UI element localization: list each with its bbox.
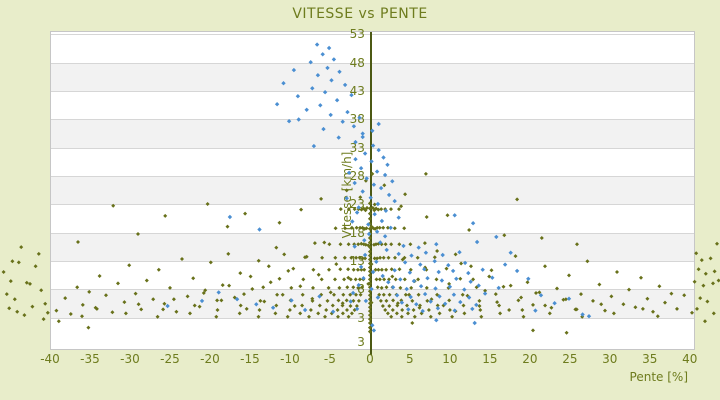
plot-area: 3 8 13 18 23 28 33 38 43 48 53 3 [50, 27, 695, 355]
gridline [51, 176, 694, 178]
chart-title: VITESSE vs PENTE [292, 6, 428, 22]
gridline [51, 261, 694, 263]
y-tick-label: 48 [349, 55, 365, 70]
x-tick-label: -35 [80, 352, 100, 366]
y-axis-line [369, 32, 372, 355]
y-tick-label: 3 [357, 310, 365, 325]
x-tick-label: -25 [160, 352, 180, 366]
gridline [51, 34, 694, 36]
x-tick-label: 30 [602, 352, 618, 366]
gridline [51, 90, 694, 92]
x-tick-label: -15 [240, 352, 260, 366]
x-tick-label: -10 [280, 352, 300, 366]
gridline [51, 204, 694, 206]
x-tick-label: 10 [442, 352, 458, 366]
plot-band [51, 62, 694, 91]
x-tick-label: 35 [642, 352, 658, 366]
x-tick-label: 20 [522, 352, 538, 366]
x-tick-label: -30 [120, 352, 140, 366]
x-tick-label: -5 [323, 352, 336, 366]
x-tick-label: 15 [482, 352, 498, 366]
y-tick-label: 38 [349, 112, 365, 127]
y-tick-label: 13 [349, 254, 365, 269]
x-axis-title: Pente [%] [629, 370, 688, 384]
x-tick-label: 40 [682, 352, 698, 366]
y-edge-label: 3 [357, 335, 365, 349]
y-tick-label: 43 [349, 83, 365, 98]
plot-band [51, 119, 694, 148]
gridline [51, 232, 694, 234]
gridline [51, 119, 694, 121]
x-tick-label: 25 [562, 352, 578, 366]
x-tick-label: 0 [366, 352, 374, 366]
gridline [51, 289, 694, 291]
y-axis-title: Vitesse [km/h] [340, 151, 354, 239]
plot-band [51, 232, 694, 262]
plot-band [51, 289, 694, 318]
x-tick-label: -20 [200, 352, 220, 366]
x-tick-label: -40 [40, 352, 60, 366]
gridline [51, 62, 694, 64]
gridline [51, 317, 694, 319]
x-tick-label: 5 [406, 352, 414, 366]
gridline [51, 147, 694, 149]
y-tick-label: 8 [357, 282, 365, 297]
y-tick-label: 53 [349, 27, 365, 42]
plot-band [51, 176, 694, 205]
